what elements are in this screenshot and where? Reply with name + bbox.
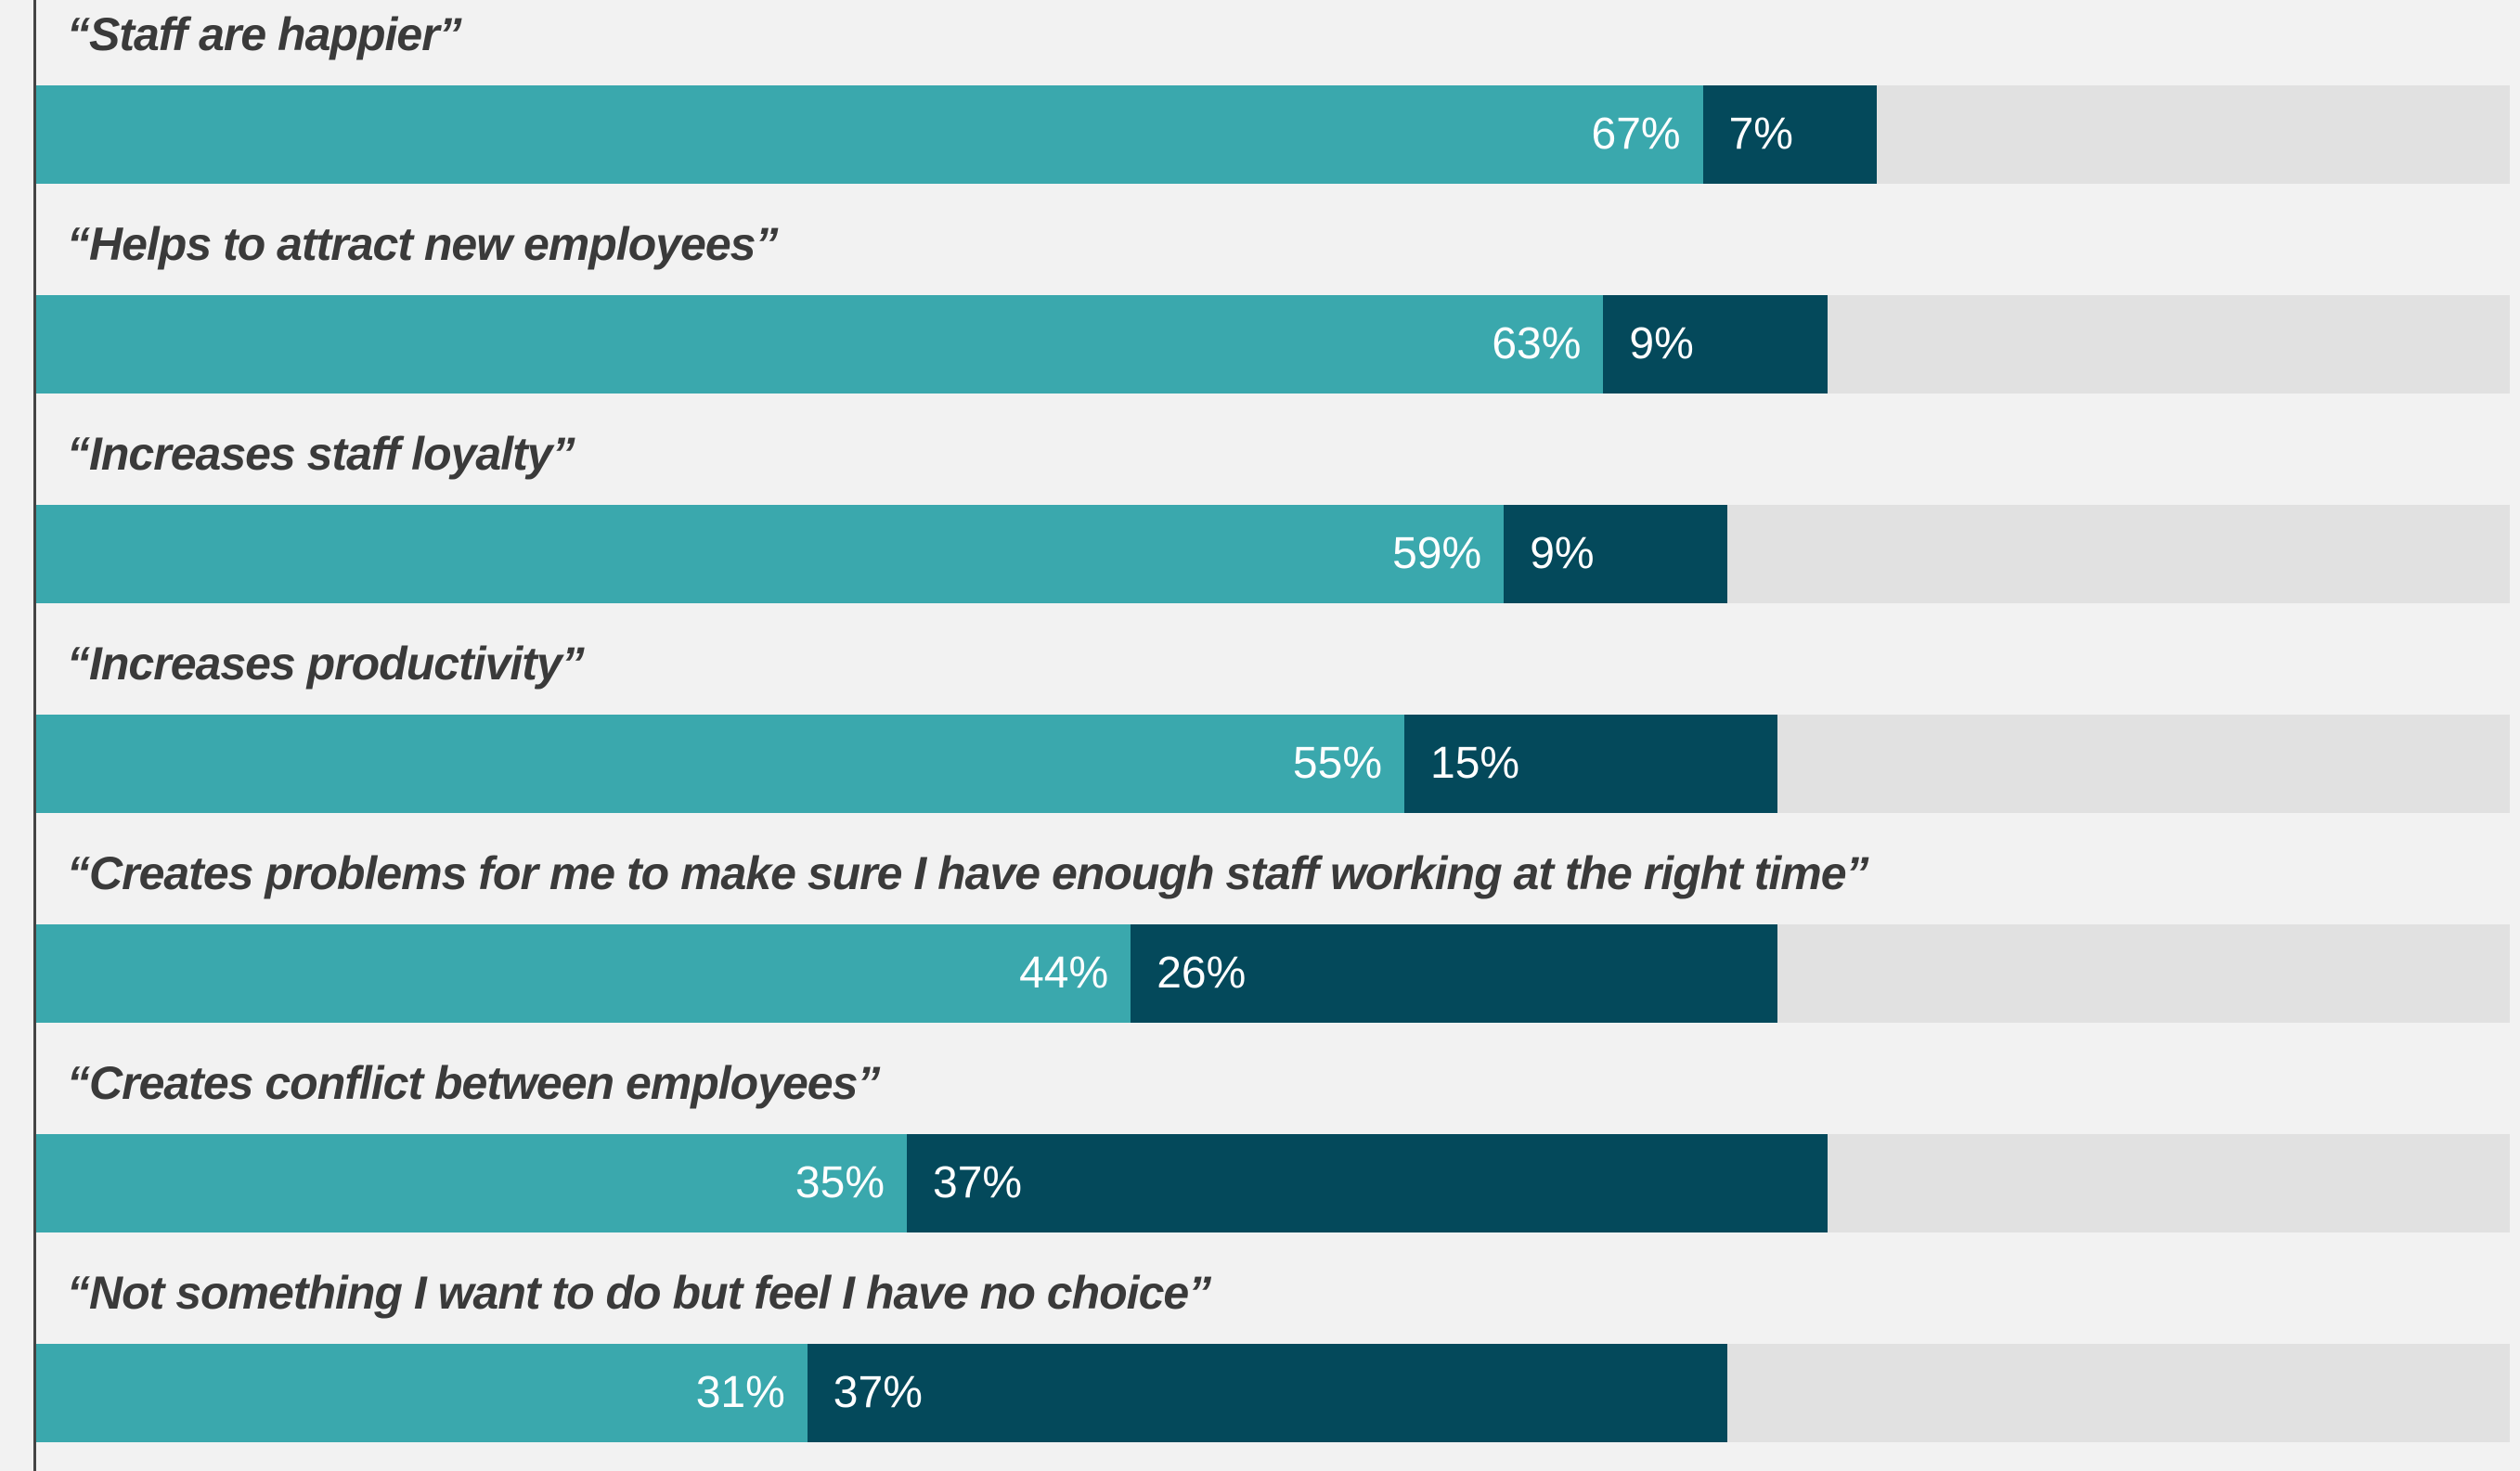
- data-label-second: 37%: [833, 1368, 923, 1417]
- data-label-second: 37%: [933, 1158, 1023, 1207]
- data-label-second: 26%: [1157, 948, 1247, 998]
- category-label: “Increases staff loyalty”: [67, 428, 575, 480]
- bar-track: 44% 26%: [36, 924, 2510, 1023]
- bar-segment-first: [36, 1134, 907, 1232]
- bar-segment-first: [36, 85, 1703, 184]
- bar-segment-second: [1504, 505, 1728, 603]
- bar-track: 63% 9%: [36, 295, 2510, 394]
- bar-segment-first: [36, 924, 1131, 1023]
- data-label-first: 44%: [1019, 948, 1109, 998]
- bar-segment-second: [807, 1344, 1728, 1442]
- category-label: “Increases productivity”: [67, 638, 585, 690]
- category-label: “Staff are happier”: [67, 8, 462, 60]
- bar-segment-first: [36, 715, 1404, 813]
- bar-segment-second: [1131, 924, 1777, 1023]
- data-label-second: 9%: [1530, 529, 1595, 578]
- bar-segment-second: [1404, 715, 1777, 813]
- category-label: “Helps to attract new employees”: [67, 218, 778, 270]
- bar-track: 59% 9%: [36, 505, 2510, 603]
- bar-segment-first: [36, 1344, 808, 1442]
- bar-track: 31% 37%: [36, 1344, 2510, 1442]
- bar-segment-second: [907, 1134, 1828, 1232]
- data-label-first: 63%: [1492, 319, 1582, 368]
- category-label: “Creates conflict between employees”: [67, 1057, 880, 1109]
- bar-segment-first: [36, 505, 1505, 603]
- bar-segment-second: [1603, 295, 1828, 394]
- bar-track: 55% 15%: [36, 715, 2510, 813]
- data-label-second: 7%: [1728, 110, 1793, 159]
- data-label-first: 35%: [795, 1158, 885, 1207]
- y-axis-line: [33, 0, 36, 1471]
- data-label-second: 9%: [1629, 319, 1694, 368]
- data-label-second: 15%: [1430, 739, 1520, 788]
- bar-track: 67% 7%: [36, 85, 2510, 184]
- data-label-first: 31%: [695, 1368, 785, 1417]
- data-label-first: 59%: [1392, 529, 1482, 578]
- bar-segment-first: [36, 295, 1604, 394]
- bar-track: 35% 37%: [36, 1134, 2510, 1232]
- category-label: “Not something I want to do but feel I h…: [67, 1267, 1211, 1319]
- data-label-first: 67%: [1591, 110, 1681, 159]
- data-label-first: 55%: [1292, 739, 1382, 788]
- category-label: “Creates problems for me to make sure I …: [67, 847, 1869, 899]
- bar-segment-second: [1702, 85, 1878, 184]
